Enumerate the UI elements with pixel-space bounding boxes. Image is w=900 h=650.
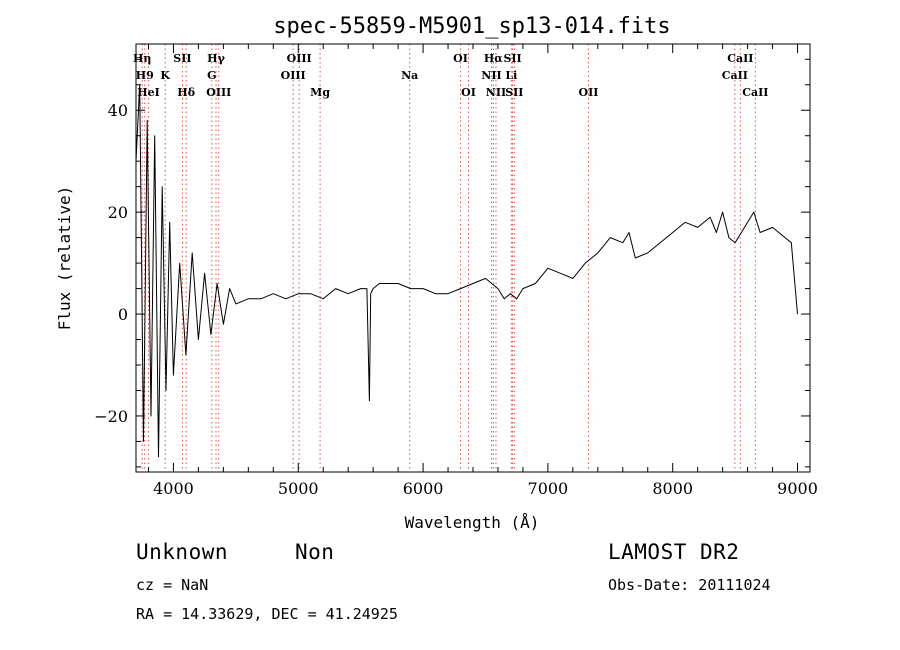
survey-label: LAMOST DR2 — [608, 540, 740, 564]
line-label: CaII — [722, 69, 748, 82]
line-label: NII — [486, 86, 506, 99]
line-label: Hδ — [177, 86, 195, 99]
obs-date: Obs-Date: 20111024 — [608, 576, 771, 594]
line-label: NII — [481, 69, 501, 82]
y-tick-label: 20 — [108, 203, 128, 222]
y-axis-ticks: −20 0 20 40 — [94, 58, 810, 468]
line-label: Na — [401, 69, 418, 82]
x-axis-ticks: 4000 5000 6000 7000 8000 9000 — [147, 44, 818, 498]
x-tick-label: 9000 — [777, 479, 818, 498]
x-tick-label: 7000 — [528, 479, 569, 498]
x-tick-label: 8000 — [652, 479, 693, 498]
line-label: Li — [505, 69, 517, 82]
line-label: Hγ — [207, 52, 225, 65]
x-tick-label: 4000 — [153, 479, 194, 498]
line-label: CaII — [742, 86, 768, 99]
x-tick-label: 6000 — [403, 479, 444, 498]
line-label: OII — [579, 86, 599, 99]
coordinates: RA = 14.33629, DEC = 41.24925 — [136, 605, 398, 623]
line-label: OIII — [281, 69, 306, 82]
y-tick-label: 40 — [108, 101, 128, 120]
line-label: H9 — [136, 69, 154, 82]
line-label: G — [207, 69, 216, 82]
spectrum-line — [135, 84, 798, 458]
emission-line-markers — [141, 44, 756, 472]
chart-title: spec-55859-M5901_sp13-014.fits — [273, 14, 670, 39]
x-axis-label: Wavelength (Å) — [405, 513, 540, 532]
line-label: SII — [503, 52, 521, 65]
line-label: OIII — [287, 52, 312, 65]
y-tick-label: −20 — [94, 407, 128, 426]
class-label: Unknown — [136, 540, 229, 564]
line-label: SII — [173, 52, 191, 65]
line-label: SII — [505, 86, 523, 99]
line-label: Mg — [310, 86, 330, 99]
x-tick-label: 5000 — [278, 479, 319, 498]
line-label: Hα — [484, 52, 503, 65]
line-label: CaII — [727, 52, 753, 65]
y-axis-label: Flux (relative) — [55, 186, 74, 331]
spectrum-data — [135, 84, 798, 458]
line-label: OIII — [206, 86, 231, 99]
redshift-value: cz = NaN — [136, 576, 209, 594]
line-label: OI — [453, 52, 468, 65]
line-label: Hη — [133, 52, 151, 65]
plot-frame — [135, 43, 811, 473]
y-tick-label: 0 — [118, 305, 128, 324]
emission-line-labels: HηH9HeIKSIIHδGHγOIIIOIIIOIIIMgNaOIOINIIH… — [133, 52, 768, 99]
line-label: K — [160, 69, 170, 82]
line-label: OI — [461, 86, 476, 99]
line-label: HeI — [137, 86, 160, 99]
subclass-label: Non — [295, 540, 335, 564]
